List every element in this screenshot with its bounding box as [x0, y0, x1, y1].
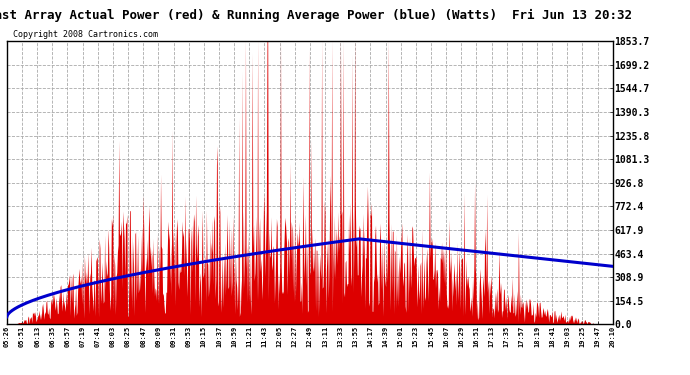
Text: East Array Actual Power (red) & Running Average Power (blue) (Watts)  Fri Jun 13: East Array Actual Power (red) & Running … — [0, 9, 632, 22]
Text: Copyright 2008 Cartronics.com: Copyright 2008 Cartronics.com — [13, 30, 158, 39]
